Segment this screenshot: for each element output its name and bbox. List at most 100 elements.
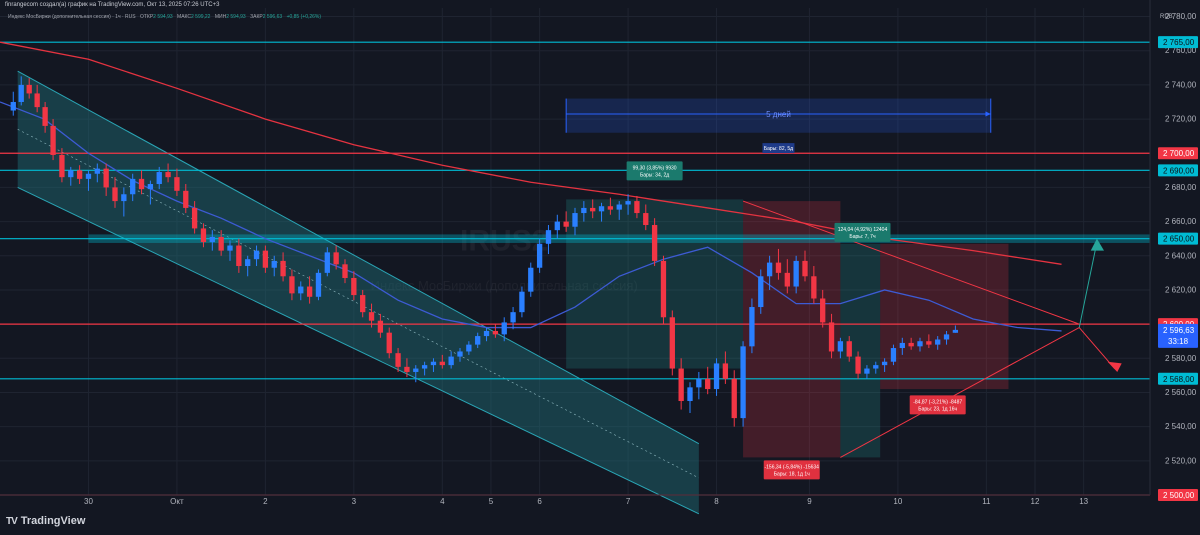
candle-body-90 — [802, 260, 808, 277]
candle-body-20 — [183, 190, 189, 208]
candle-body-34 — [306, 286, 313, 297]
candle-body-31 — [280, 260, 286, 277]
measure-box-2 — [840, 243, 881, 458]
level-badge-label-5: 2 568,00 — [1163, 375, 1195, 384]
x-tick-label-8: 8 — [714, 497, 719, 506]
candle-body-51 — [457, 351, 463, 357]
measure-label-value-0: 99,30 (3,85%) 9930 — [633, 165, 677, 171]
x-tick-label-13: 13 — [1079, 497, 1088, 506]
candle-body-65 — [581, 207, 587, 214]
date-range-arrow — [985, 111, 991, 117]
candle-body-105 — [935, 339, 941, 345]
candle-body-75 — [669, 317, 675, 369]
candle-body-103 — [917, 341, 923, 347]
tradingview-brand[interactable]: TV TradingView — [6, 515, 85, 527]
currency-label[interactable]: RUB — [1160, 14, 1173, 20]
candle-body-27 — [245, 259, 251, 267]
candle-body-5 — [50, 125, 56, 155]
candle-body-62 — [554, 221, 560, 231]
last-price-badge — [1158, 323, 1198, 348]
candle-body-40 — [360, 295, 366, 313]
measure-label-box-2 — [834, 222, 891, 242]
watermark-name: Индекс МосБиржи (дополнительная сессия) — [371, 278, 638, 293]
candle-body-55 — [492, 330, 499, 335]
candle-body-64 — [572, 213, 578, 227]
candle-body-99 — [881, 361, 888, 366]
measure-label-bars-2: Бары: 7, 7ч — [849, 234, 876, 240]
candle-body-17 — [156, 172, 162, 185]
measure-label-bars-3: Бары: 23, 1д 16ч — [918, 406, 957, 412]
candle-body-74 — [660, 260, 667, 318]
candle-body-71 — [634, 201, 640, 214]
x-tick-label-3: 3 — [352, 497, 357, 506]
candle-body-107 — [952, 329, 959, 333]
measure-label-value-3: -84,87 (-3,21%) -8487 — [913, 399, 962, 405]
level-badge-1 — [1158, 147, 1198, 160]
candle-body-60 — [536, 243, 543, 268]
level-badge-label-1: 2 700,00 — [1163, 149, 1195, 158]
candle-body-96 — [855, 356, 861, 374]
candle-body-11 — [103, 168, 109, 188]
level-badge-label-2: 2 690,00 — [1163, 166, 1195, 175]
candle-body-12 — [112, 187, 118, 202]
y-tick-label-11: 2 720,00 — [1165, 115, 1197, 124]
candle-body-100 — [890, 348, 897, 362]
candle-body-30 — [271, 260, 277, 268]
wedge-upper-line — [742, 200, 1080, 325]
measure-label-value-2: 124,04 (4,92%) 12404 — [838, 227, 888, 233]
candle-body-70 — [625, 201, 631, 205]
projection-down-arrow — [1107, 361, 1122, 372]
last-price-label: 2 596,63 — [1163, 326, 1195, 335]
candle-body-69 — [616, 204, 622, 210]
measure-label-bars-0: Бары: 34, 2д — [640, 172, 669, 178]
legend-close-value: 2 596,63 — [262, 14, 283, 20]
x-tick-label-1: Окт — [170, 497, 184, 506]
candle-body-82 — [731, 378, 737, 419]
candle-body-15 — [138, 178, 145, 190]
date-range-box — [566, 98, 991, 133]
candle-body-28 — [253, 250, 260, 260]
candle-body-32 — [289, 276, 295, 294]
candle-body-39 — [351, 277, 357, 296]
candle-body-43 — [386, 332, 392, 354]
channel-upper-line — [17, 70, 700, 445]
legend-symbol-name: Индекс МосБиржи (дополнительная сессия) … — [8, 14, 136, 20]
level-badge-label-3: 2 650,00 — [1163, 235, 1195, 244]
candle-body-89 — [793, 260, 799, 287]
level-badge-label-0: 2 765,00 — [1163, 38, 1195, 47]
candle-body-48 — [430, 361, 437, 366]
candle-body-72 — [643, 213, 649, 226]
candle-body-77 — [687, 387, 693, 402]
candle-body-97 — [864, 368, 870, 374]
level-badge-2 — [1158, 164, 1198, 177]
candle-body-54 — [483, 330, 490, 337]
candle-body-101 — [899, 342, 905, 349]
projection-up-arrow — [1090, 238, 1104, 251]
candle-body-93 — [828, 322, 835, 352]
candle-body-25 — [227, 245, 233, 251]
candle-body-19 — [174, 177, 180, 191]
candle-body-47 — [421, 365, 428, 369]
candle-body-0 — [10, 101, 16, 111]
candle-body-59 — [528, 267, 534, 292]
candle-body-49 — [439, 361, 445, 366]
descending-channel-fill — [17, 71, 699, 514]
candle-body-58 — [519, 291, 525, 313]
measure-label-box-1 — [763, 460, 820, 480]
candle-body-13 — [121, 194, 127, 202]
candle-body-1 — [18, 84, 24, 102]
candle-body-94 — [837, 341, 844, 352]
candle-body-57 — [510, 312, 516, 323]
y-tick-label-3: 2 560,00 — [1165, 388, 1197, 397]
x-tick-label-0: 30 — [84, 497, 93, 506]
candle-body-66 — [590, 207, 596, 212]
candle-body-6 — [59, 154, 65, 178]
level-badge-6 — [1158, 489, 1198, 501]
candle-body-61 — [545, 230, 552, 244]
candle-body-63 — [563, 221, 569, 227]
candle-body-45 — [404, 366, 410, 372]
level-badge-3 — [1158, 232, 1198, 245]
candle-body-79 — [705, 378, 711, 390]
candle-body-26 — [236, 245, 242, 267]
